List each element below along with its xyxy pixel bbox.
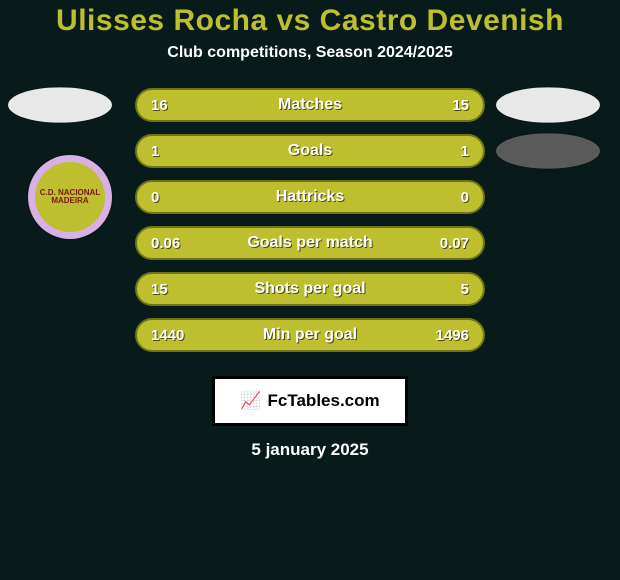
logo-icon: 📈 [240,391,261,411]
stat-label: Goals per match [137,234,483,252]
club-crest-inner: C.D. NACIONAL MADEIRA [35,162,105,232]
comparison-card: Ulisses Rocha vs Castro Devenish Club co… [0,0,620,580]
stats-stage: C.D. NACIONAL MADEIRA 16Matches151Goals1… [0,88,620,368]
logo-text: FcTables.com [268,391,380,411]
stat-label: Hattricks [137,188,483,206]
subtitle: Club competitions, Season 2024/2025 [0,44,620,62]
stat-row: 1Goals1 [135,134,485,168]
stat-left-value: 16 [151,97,168,114]
stat-row: 0Hattricks0 [135,180,485,214]
stat-left-value: 1440 [151,327,184,344]
date-label: 5 january 2025 [0,440,620,460]
stat-right-value: 5 [461,281,469,298]
stat-right-value: 1 [461,143,469,160]
stat-row: 0.06Goals per match0.07 [135,226,485,260]
stat-row: 15Shots per goal5 [135,272,485,306]
stat-right-value: 0 [461,189,469,206]
stat-label: Goals [137,142,483,160]
stat-row: 16Matches15 [135,88,485,122]
stat-left-value: 0 [151,189,159,206]
stat-label: Shots per goal [137,280,483,298]
crest-text-2: MADEIRA [51,196,88,205]
stat-left-value: 15 [151,281,168,298]
club-crest: C.D. NACIONAL MADEIRA [28,155,112,239]
stat-left-value: 1 [151,143,159,160]
player-right-marker-bottom [496,133,600,168]
stat-right-value: 0.07 [440,235,469,252]
source-logo: 📈 FcTables.com [212,376,408,426]
stat-label: Matches [137,96,483,114]
stat-label: Min per goal [137,326,483,344]
player-left-marker [8,87,112,122]
stat-left-value: 0.06 [151,235,180,252]
stat-row: 1440Min per goal1496 [135,318,485,352]
page-title: Ulisses Rocha vs Castro Devenish [0,4,620,38]
player-right-marker-top [496,87,600,122]
stat-right-value: 15 [452,97,469,114]
stat-right-value: 1496 [436,327,469,344]
